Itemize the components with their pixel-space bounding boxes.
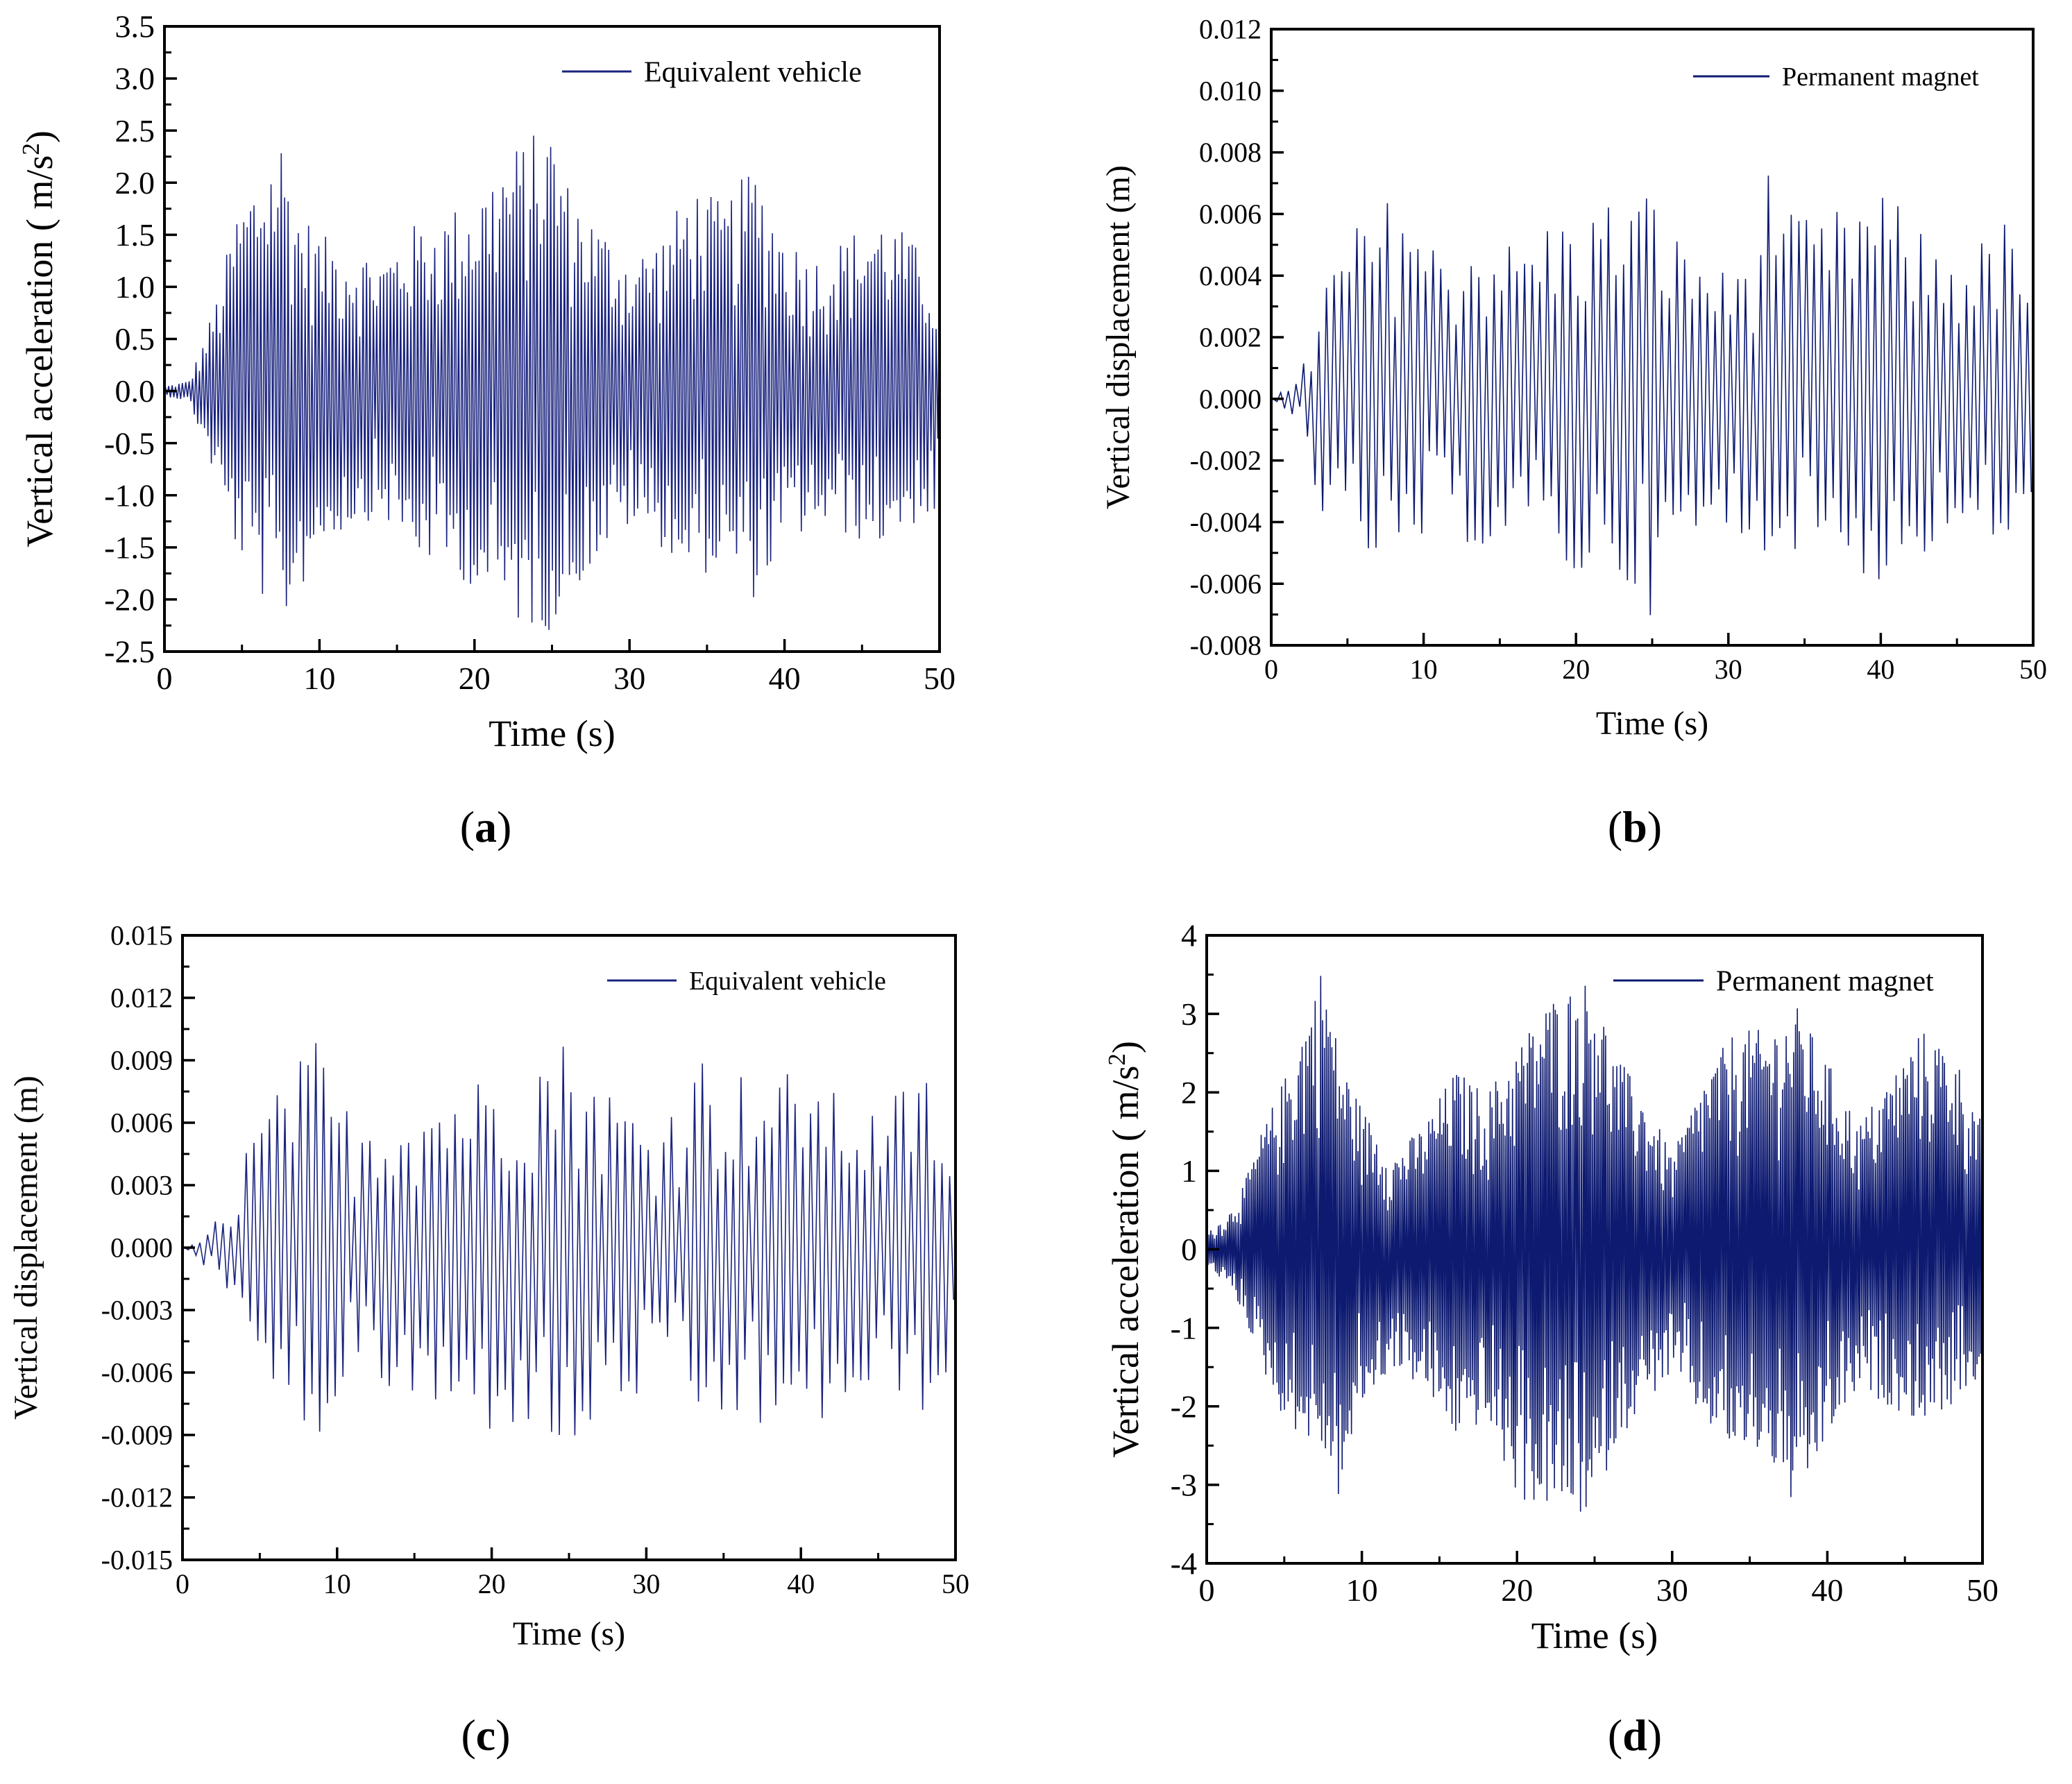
y-tick-label: -0.003 <box>101 1295 173 1326</box>
panel-label-c: (c) <box>461 1710 510 1760</box>
x-tick-label: 20 <box>478 1568 506 1599</box>
y-tick-label: -0.006 <box>1190 568 1262 600</box>
y-tick-label: -1.5 <box>104 529 155 565</box>
chart-panel-b: 0 10 20 30 40 50 -0.008 -0.006 -0.004 -0.002 0.000… <box>1100 14 2047 851</box>
x-tick-label: 50 <box>942 1568 969 1599</box>
legend-label: Permanent magnet <box>1782 62 1979 92</box>
y-tick-label: 3.5 <box>115 9 155 44</box>
x-tick-label: 40 <box>1811 1572 1843 1608</box>
x-tick-label: 30 <box>632 1568 660 1599</box>
series-line-d-0 <box>1207 976 1982 1512</box>
y-axis-title: Vertical acceleration ( m/s2) <box>17 130 61 547</box>
x-tick-label: 10 <box>1346 1572 1378 1608</box>
x-tick-label: 40 <box>769 661 801 696</box>
y-tick-label: 0.002 <box>1199 322 1262 353</box>
y-axis-title: Vertical displacement (m) <box>8 1076 44 1420</box>
y-tick-label: -0.5 <box>104 425 155 461</box>
x-axis-title: Time (s) <box>1596 705 1708 742</box>
y-tick-label: -0.015 <box>101 1545 173 1576</box>
x-tick-label: 0 <box>176 1568 189 1599</box>
y-tick-label: 1.5 <box>115 217 155 253</box>
y-tick-label: 0.015 <box>110 920 173 951</box>
x-tick-label: 40 <box>1867 654 1894 685</box>
y-tick-label: 2 <box>1181 1075 1197 1110</box>
y-tick-label: 0.004 <box>1199 260 1262 291</box>
y-tick-label: 0.003 <box>110 1170 173 1201</box>
y-tick-label: -2 <box>1171 1388 1197 1424</box>
x-axis-title: Time (s) <box>513 1615 625 1652</box>
chart-panel-a: 0 10 20 30 40 50 -2.5 -2.0 -1.5 -1.0 -0.5 0.0 0.5 1.0… <box>17 9 956 851</box>
x-tick-label: 10 <box>303 661 335 696</box>
legend-label: Permanent magnet <box>1716 965 1934 997</box>
y-tick-label: 4 <box>1181 918 1197 953</box>
x-tick-label: 0 <box>1264 654 1278 685</box>
x-tick-label: 30 <box>1656 1572 1688 1608</box>
y-tick-label: -0.004 <box>1190 507 1262 538</box>
y-axis-title: Vertical displacement (m) <box>1100 165 1137 509</box>
y-tick-label: -4 <box>1171 1546 1197 1581</box>
panel-label-b: (b) <box>1608 802 1662 851</box>
y-tick-label: 2.5 <box>115 113 155 148</box>
y-tick-label: 3.0 <box>115 61 155 96</box>
x-tick-label: 40 <box>787 1568 815 1599</box>
y-tick-label: 0.000 <box>1199 383 1262 414</box>
x-tick-label: 20 <box>459 661 491 696</box>
x-tick-label: 0 <box>1199 1572 1215 1608</box>
y-tick-label: -1 <box>1171 1310 1197 1345</box>
chart-panel-d: 0 10 20 30 40 50 -4 -3 -2 -1 0 1 2 3 4 Time (s) Vertical… <box>1103 918 1999 1760</box>
y-tick-label: -0.006 <box>101 1357 173 1388</box>
y-tick-label: 1.0 <box>115 269 155 305</box>
legend-label: Equivalent vehicle <box>644 56 862 88</box>
y-tick-label: -1.0 <box>104 477 155 513</box>
y-tick-label: 0.009 <box>110 1045 173 1076</box>
y-axis-title: Vertical acceleration ( m/s2) <box>1103 1041 1147 1458</box>
y-tick-label: -0.008 <box>1190 630 1262 661</box>
y-tick-label: -2.5 <box>104 634 155 670</box>
panel-label-d: (d) <box>1608 1710 1662 1760</box>
y-tick-label: 0.0 <box>115 373 155 409</box>
y-tick-label: 0.012 <box>110 983 173 1014</box>
x-tick-label: 50 <box>924 661 956 696</box>
x-tick-label: 20 <box>1562 654 1590 685</box>
y-tick-label: 0.006 <box>1199 198 1262 230</box>
y-tick-label: 0.012 <box>1199 14 1262 45</box>
x-tick-label: 30 <box>1715 654 1742 685</box>
y-tick-label: -0.002 <box>1190 445 1262 476</box>
chart-panel-c: 0 10 20 30 40 50 -0.015 -0.012 -0.009 -0.006 -0.00… <box>8 920 969 1760</box>
series-line-b-0 <box>1271 175 2032 615</box>
y-tick-label: -0.012 <box>101 1482 173 1513</box>
y-tick-label: 0.5 <box>115 321 155 357</box>
x-tick-label: 0 <box>157 661 173 696</box>
x-tick-label: 20 <box>1501 1572 1533 1608</box>
series-line-a-0 <box>164 135 940 630</box>
y-tick-label: -0.009 <box>101 1420 173 1451</box>
x-axis-title: Time (s) <box>489 713 615 754</box>
y-tick-label: 3 <box>1181 996 1197 1032</box>
y-tick-label: 0.010 <box>1199 75 1262 106</box>
x-tick-label: 10 <box>323 1568 351 1599</box>
y-tick-label: 0.000 <box>110 1232 173 1264</box>
x-tick-label: 50 <box>1967 1572 1998 1608</box>
x-axis-title: Time (s) <box>1531 1615 1658 1656</box>
y-tick-label: -2.0 <box>104 582 155 618</box>
y-tick-label: 0 <box>1181 1232 1197 1267</box>
y-tick-label: -3 <box>1171 1468 1197 1503</box>
x-tick-label: 10 <box>1410 654 1438 685</box>
x-tick-label: 30 <box>613 661 645 696</box>
y-tick-label: 1 <box>1181 1153 1197 1189</box>
panel-label-a: (a) <box>460 802 512 851</box>
y-tick-label: 2.0 <box>115 165 155 201</box>
y-tick-label: 0.006 <box>110 1107 173 1139</box>
series-line-c-0 <box>182 1043 954 1436</box>
y-tick-label: 0.008 <box>1199 137 1262 168</box>
x-tick-label: 50 <box>2019 654 2047 685</box>
legend-label: Equivalent vehicle <box>689 967 886 996</box>
